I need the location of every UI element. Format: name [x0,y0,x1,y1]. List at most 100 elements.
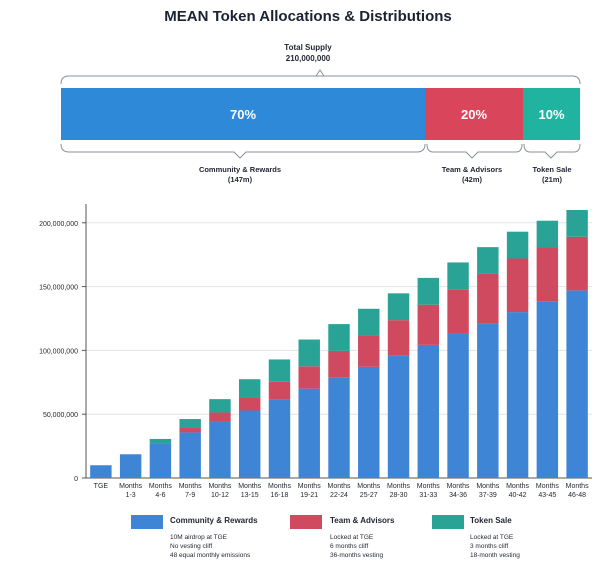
bar-community-rewards [90,465,112,478]
bar-team-advisors [268,381,291,400]
bar-team-advisors [328,350,350,378]
y-tick-label: 50,000,000 [43,412,78,419]
x-tick-label: Months [149,483,172,490]
x-tick-label: 7-9 [185,492,195,499]
x-tick-label: Months [179,483,202,490]
bar-community-rewards [506,312,529,478]
legend-note: 36-months vesting [330,552,384,559]
x-tick-label: 28-30 [390,492,408,499]
bar-community-rewards [536,301,559,478]
bar-community-rewards [358,366,380,478]
bar-community-rewards [209,421,231,478]
x-tick-label: 34-36 [449,492,467,499]
bar-team-advisors [298,366,320,389]
x-tick-label: Months [536,483,559,490]
legend-title-team: Team & Advisors [330,516,395,525]
bar-token-sale [417,277,440,305]
x-tick-label: Months [476,483,499,490]
bar-community-rewards [268,399,291,478]
legend-swatch-community [131,515,163,529]
legend-notes-token-sale: Locked at TGE 3 months cliff 18-month ve… [470,533,520,560]
x-tick-label: Months [387,483,410,490]
legend-note: 3 months cliff [470,543,509,550]
bar-team-advisors [209,412,231,422]
allocation-label-community: Community & Rewards (147m) [180,165,300,185]
bar-token-sale [506,231,529,259]
x-tick-label: Months [208,483,231,490]
legend-notes-team: Locked at TGE 6 months cliff 36-months v… [330,533,383,560]
total-supply-label: Total Supply 210,000,000 [0,42,616,64]
y-tick-label: 0 [74,476,78,483]
bar-token-sale [238,379,261,398]
x-tick-label: 31-33 [419,492,437,499]
bar-token-sale [447,262,469,290]
bar-community-rewards [447,333,469,478]
allocation-label-team: Team & Advisors (42m) [425,165,519,185]
x-tick-label: 19-21 [300,492,318,499]
x-tick-label: 40-42 [509,492,527,499]
bar-community-rewards [417,344,440,478]
allocation-name-token-sale: Token Sale [532,165,572,174]
legend-swatch-token-sale [432,515,464,529]
allocation-bar-community: 70% [61,88,425,140]
bar-token-sale [566,210,588,237]
y-tick-label: 150,000,000 [39,285,78,292]
allocation-pct-team: 20% [460,106,488,122]
allocation-pct-community: 70% [229,106,257,122]
legend-notes-community: 10M airdrop at TGE No vesting cliff 48 e… [170,533,250,560]
bar-token-sale [477,247,499,274]
legend-note: No vesting cliff [170,543,213,550]
bar-community-rewards [566,290,588,478]
total-supply-value: 210,000,000 [285,54,331,63]
bar-community-rewards [328,377,350,478]
bar-community-rewards [149,443,172,478]
bar-community-rewards [119,454,142,478]
bar-team-advisors [179,427,201,433]
x-tick-label: 43-45 [538,492,556,499]
x-tick-label: TGE [94,483,109,490]
allocation-amount-team: (42m) [461,175,482,184]
bar-team-advisors [566,236,588,291]
x-tick-label: Months [417,483,440,490]
bar-team-advisors [238,397,261,411]
bar-token-sale [268,359,291,382]
y-tick-label: 200,000,000 [39,221,78,228]
bar-token-sale [179,419,201,428]
bar-community-rewards [238,410,261,478]
x-tick-label: Months [566,483,589,490]
allocation-amount-community: (147m) [227,175,253,184]
x-tick-label: Months [268,483,291,490]
legend-title-community: Community & Rewards [170,516,258,525]
total-supply-heading: Total Supply [284,43,332,52]
legend-note: 6 months cliff [330,543,369,550]
legend-note: Locked at TGE [330,534,374,541]
bar-token-sale [328,324,350,351]
bar-team-advisors [358,335,380,367]
allocation-name-team: Team & Advisors [441,165,503,174]
x-tick-label: 13-15 [241,492,259,499]
x-tick-label: Months [506,483,529,490]
bar-community-rewards [387,355,410,478]
bar-team-advisors [477,273,499,324]
bar-token-sale [358,308,380,336]
bar-token-sale [149,438,172,444]
allocation-bar-token-sale: 10% [523,88,580,140]
x-tick-label: 1-3 [126,492,136,499]
x-tick-label: 37-39 [479,492,497,499]
x-tick-label: 25-27 [360,492,378,499]
x-tick-label: Months [238,483,261,490]
bar-community-rewards [179,432,201,478]
legend-swatch-team [290,515,322,529]
x-tick-label: Months [328,483,351,490]
legend-note: 48 equal monthly emissions [170,552,251,559]
bar-team-advisors [536,247,559,302]
y-tick-label: 100,000,000 [39,348,78,355]
bar-token-sale [387,293,410,321]
bar-token-sale [209,399,231,413]
chart-title: MEAN Token Allocations & Distributions [164,8,452,25]
x-tick-label: Months [357,483,380,490]
x-tick-label: 10-12 [211,492,229,499]
x-tick-label: 46-48 [568,492,586,499]
bar-team-advisors [506,258,529,313]
legend-note: Locked at TGE [470,534,514,541]
